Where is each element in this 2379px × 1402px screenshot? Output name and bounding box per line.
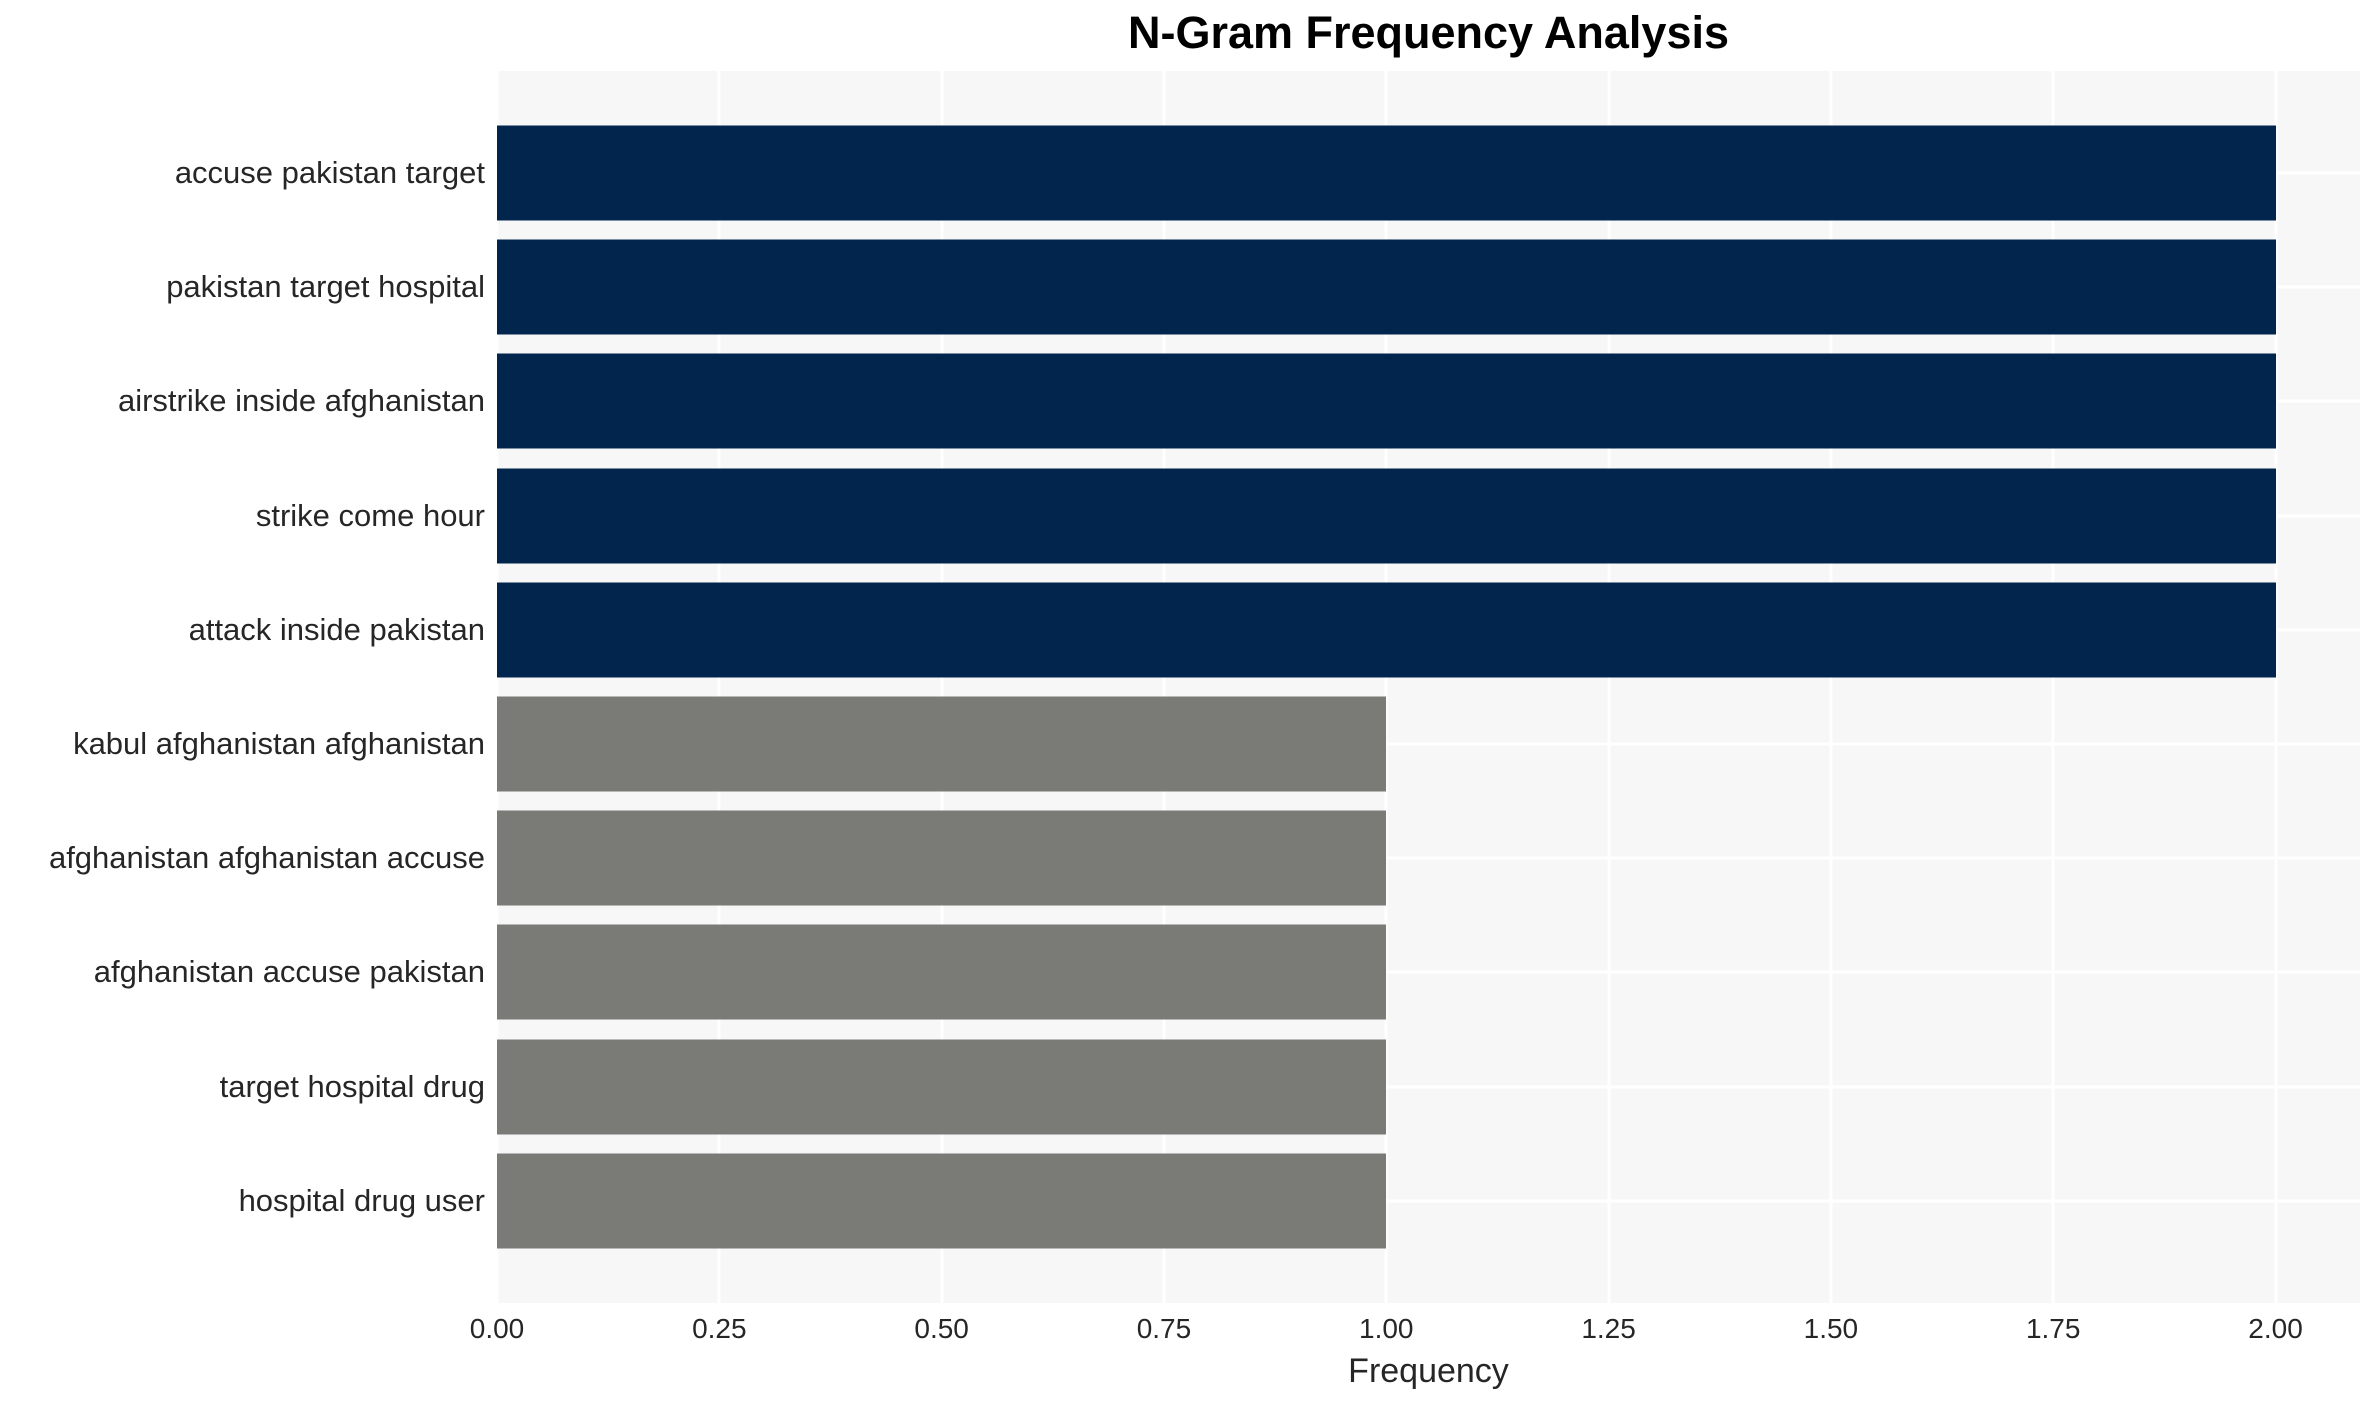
v-gridline xyxy=(1384,71,1388,1303)
x-tick-label: 1.50 xyxy=(1803,1313,1859,1344)
bar xyxy=(497,696,1387,792)
y-tick-label: pakistan target hospital xyxy=(166,269,485,305)
v-gridline xyxy=(495,71,499,1303)
v-gridline xyxy=(2051,71,2055,1303)
plot-panel xyxy=(495,71,2360,1303)
bar-row xyxy=(497,344,2360,458)
bar-row xyxy=(497,1030,2360,1144)
x-tick-label: 0.50 xyxy=(914,1313,969,1344)
bar xyxy=(497,810,1387,906)
x-tick-label: 1.75 xyxy=(2025,1313,2081,1344)
y-tick-label: target hospital drug xyxy=(219,1068,485,1104)
bar xyxy=(497,468,2276,564)
bar-row xyxy=(497,1144,2360,1258)
bar xyxy=(497,582,2276,678)
y-tick-label: strike come hour xyxy=(255,497,485,533)
x-axis-title: Frequency xyxy=(1348,1352,1509,1390)
y-tick-label: afghanistan afghanistan accuse xyxy=(48,840,485,876)
x-tick-label: 0.75 xyxy=(1136,1313,1192,1344)
bar xyxy=(497,239,2276,335)
y-tick-label: accuse pakistan target xyxy=(174,155,485,191)
bar-row xyxy=(497,915,2360,1029)
h-gridline xyxy=(497,742,2360,746)
x-tick-label: 0.00 xyxy=(469,1313,525,1344)
chart-title: N-Gram Frequency Analysis xyxy=(1127,7,1730,58)
h-gridline xyxy=(497,856,2360,860)
bar-row xyxy=(497,687,2360,801)
bar xyxy=(497,353,2276,449)
y-tick-label: airstrike inside afghanistan xyxy=(117,383,485,419)
bar-row xyxy=(497,459,2360,573)
bar-row xyxy=(497,573,2360,687)
x-tick-label: 0.25 xyxy=(692,1313,747,1344)
bar-row xyxy=(497,116,2360,230)
y-axis-labels: accuse pakistan target pakistan target ho… xyxy=(0,71,497,1303)
x-axis: 0.00 0.25 0.50 0.75 1.00 1.25 1.50 1.75 2.00 xyxy=(470,1303,2360,1353)
y-tick-label: attack inside pakistan xyxy=(188,611,485,647)
v-gridline xyxy=(1607,71,1611,1303)
v-gridline xyxy=(717,71,721,1303)
v-gridline xyxy=(2274,71,2278,1303)
y-tick-label: hospital drug user xyxy=(238,1182,485,1218)
bar-row xyxy=(497,230,2360,344)
y-tick-label: afghanistan accuse pakistan xyxy=(93,954,485,990)
v-gridline xyxy=(1162,71,1166,1303)
h-gridline xyxy=(497,1085,2360,1089)
bar xyxy=(497,1153,1387,1249)
x-tick-label: 1.00 xyxy=(1359,1313,1414,1344)
h-gridline xyxy=(497,1199,2360,1203)
bar xyxy=(497,125,2276,221)
v-gridline xyxy=(1829,71,1833,1303)
bar xyxy=(497,1039,1387,1135)
h-gridline xyxy=(497,970,2360,974)
bar xyxy=(497,924,1387,1020)
x-tick-label: 2.00 xyxy=(2248,1313,2303,1344)
x-tick-label: 1.25 xyxy=(1581,1313,1636,1344)
v-gridline xyxy=(940,71,944,1303)
y-tick-label: kabul afghanistan afghanistan xyxy=(73,726,485,762)
bar-row xyxy=(497,801,2360,915)
